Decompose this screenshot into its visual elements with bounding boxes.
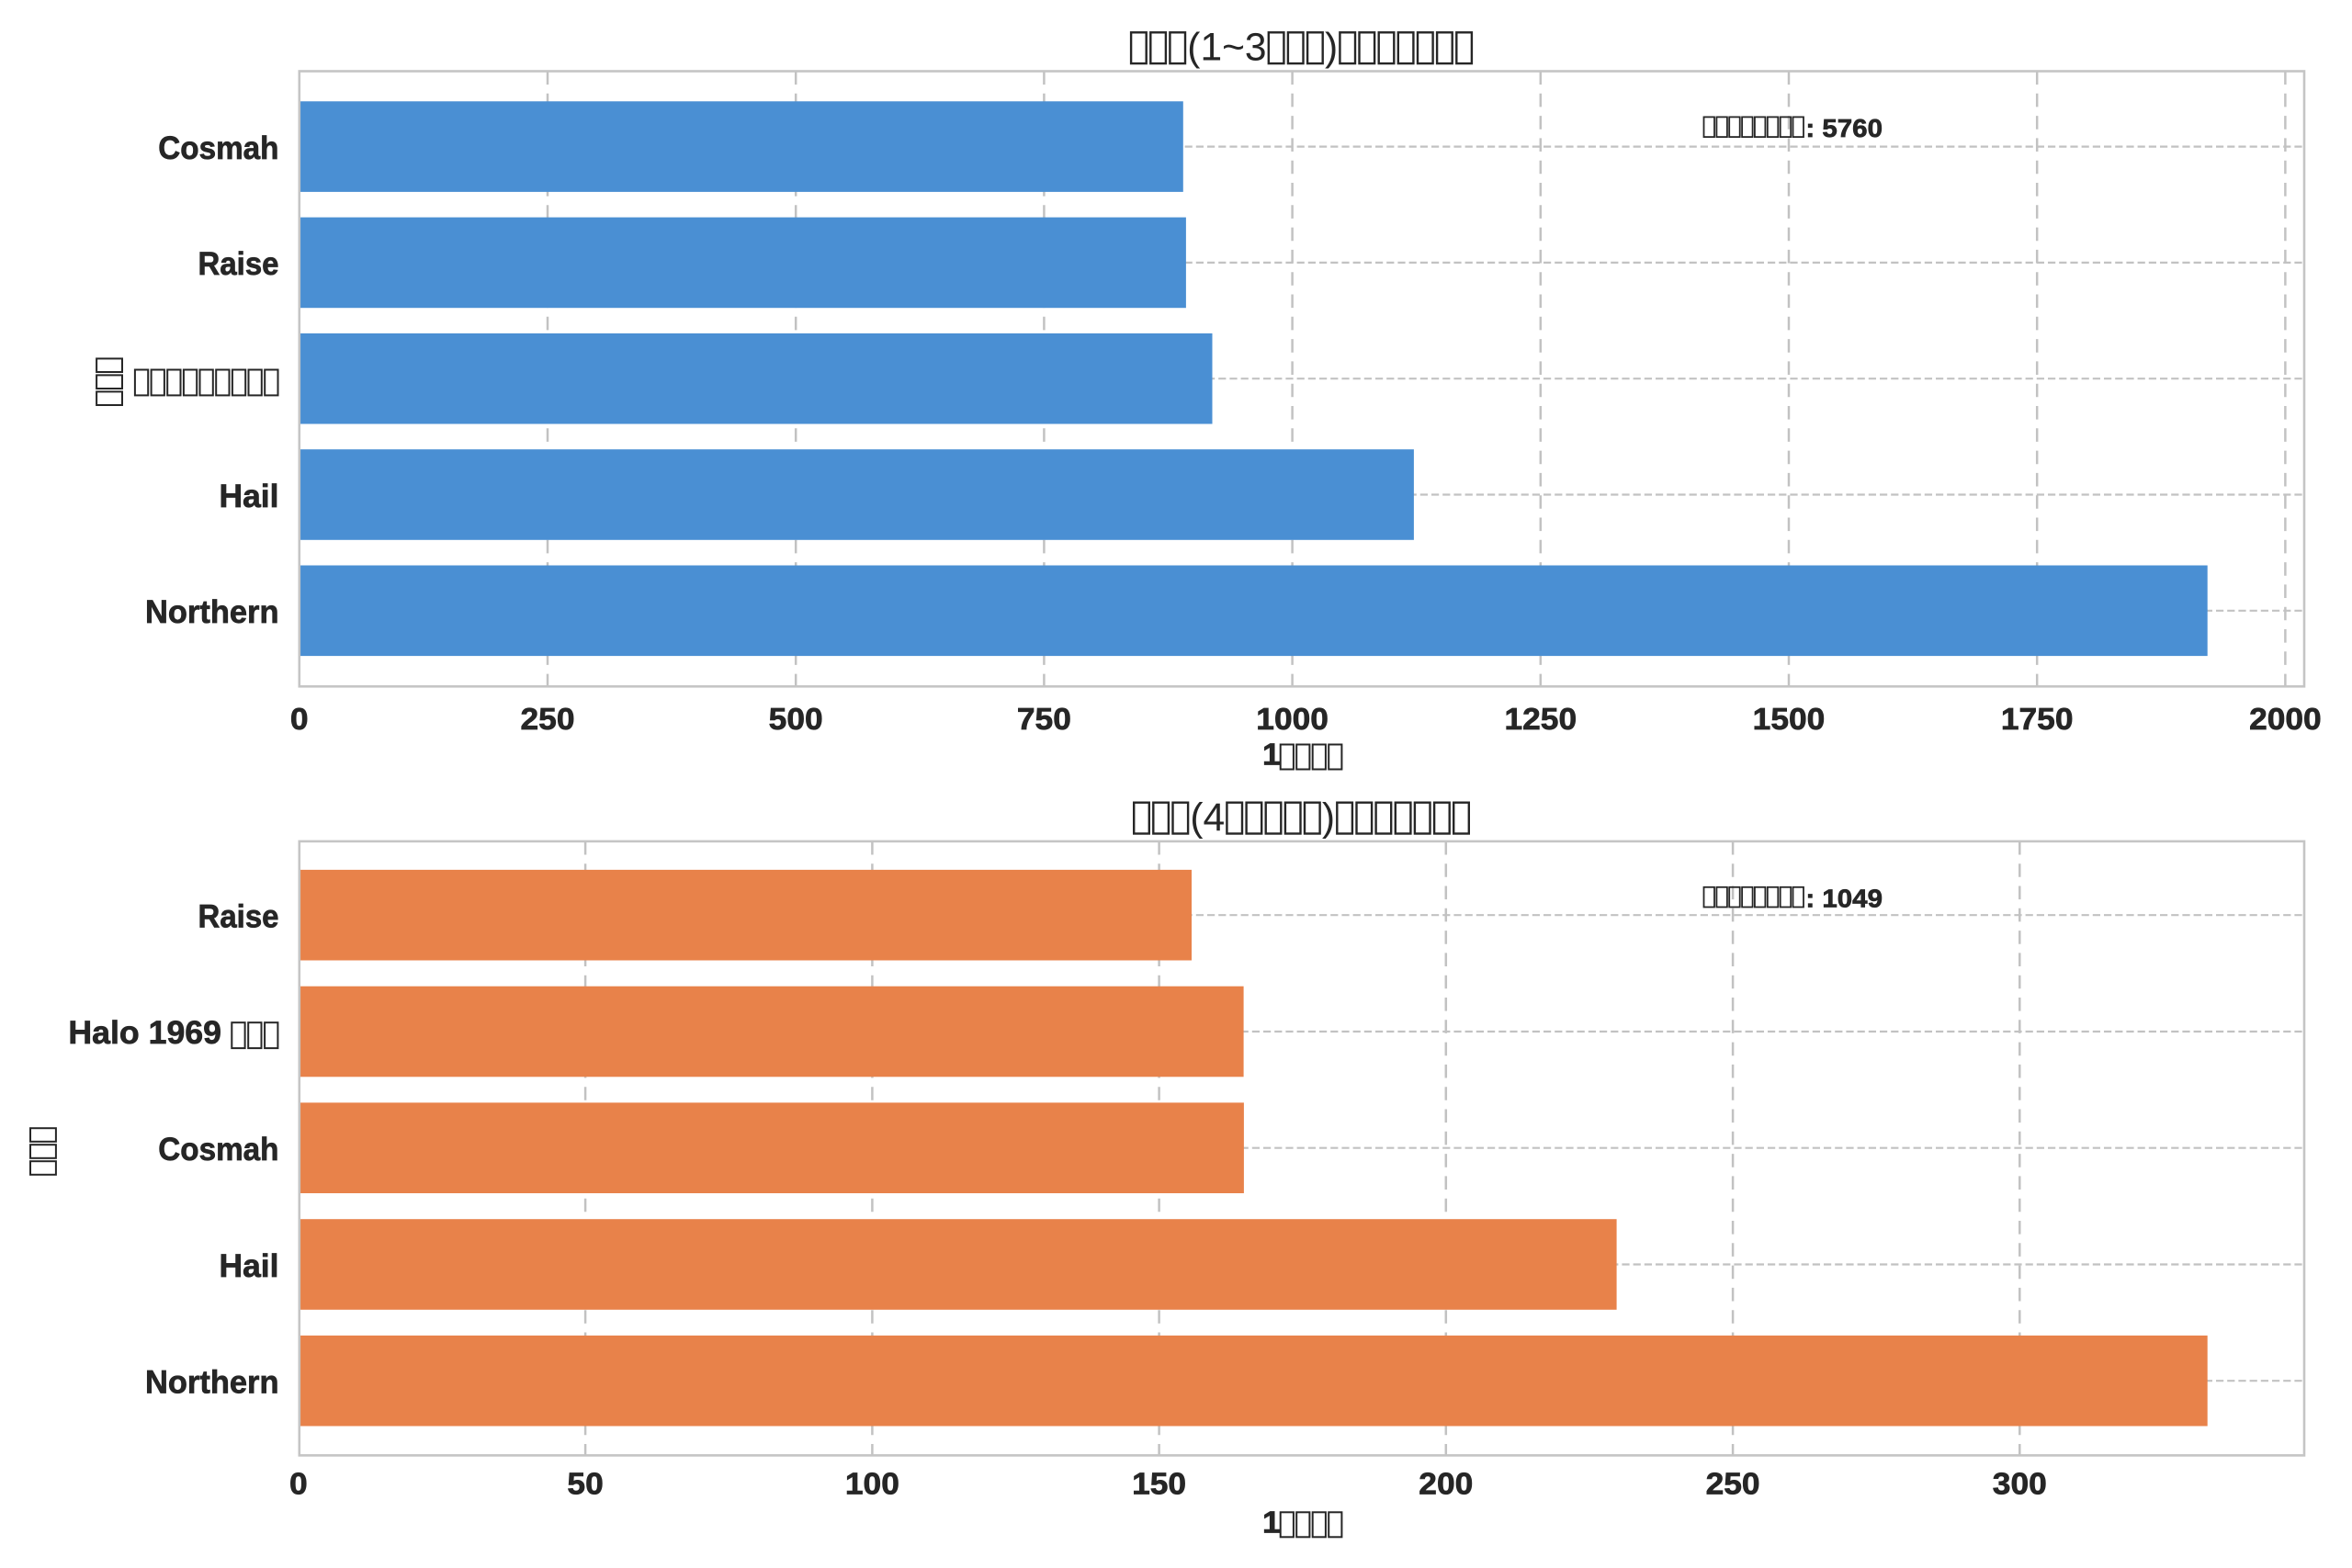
svg-text:200: 200 xyxy=(1419,1468,1473,1502)
svg-text:(4: (4 xyxy=(1190,796,1225,840)
svg-text:Hail: Hail xyxy=(220,479,279,514)
svg-text:250: 250 xyxy=(1706,1468,1760,1502)
svg-text:Northern: Northern xyxy=(145,594,279,630)
svg-text:750: 750 xyxy=(1017,703,1071,737)
svg-text:500: 500 xyxy=(769,703,823,737)
svg-text:300: 300 xyxy=(1993,1468,2047,1502)
svg-text:250: 250 xyxy=(521,703,575,737)
svg-text:1500: 1500 xyxy=(1753,703,1826,737)
svg-text:Cosmah: Cosmah xyxy=(158,130,278,166)
svg-text:1000: 1000 xyxy=(1256,703,1329,737)
svg-text:2000: 2000 xyxy=(2249,703,2322,737)
svg-text:150: 150 xyxy=(1132,1468,1186,1502)
svg-text:0: 0 xyxy=(289,1468,308,1502)
svg-text:1: 1 xyxy=(1262,739,1281,773)
svg-text:Halo 1969: Halo 1969 xyxy=(68,1015,221,1051)
svg-text:Cosmah: Cosmah xyxy=(158,1132,278,1168)
svg-text:Raise: Raise xyxy=(198,899,279,935)
svg-text:Northern: Northern xyxy=(145,1365,279,1401)
svg-text:Hail: Hail xyxy=(220,1248,279,1284)
svg-text:1750: 1750 xyxy=(2001,703,2074,737)
svg-text:Raise: Raise xyxy=(198,246,279,282)
svg-text:: 1049: : 1049 xyxy=(1805,885,1883,913)
svg-text:: 5760: : 5760 xyxy=(1805,114,1883,142)
svg-text:(1~3: (1~3 xyxy=(1187,27,1266,70)
svg-text:): ) xyxy=(1322,796,1335,840)
svg-text:0: 0 xyxy=(290,703,309,737)
svg-text:100: 100 xyxy=(845,1468,899,1502)
svg-text:1250: 1250 xyxy=(1505,703,1577,737)
svg-text:): ) xyxy=(1325,27,1338,70)
svg-text:1: 1 xyxy=(1262,1506,1281,1540)
svg-text:50: 50 xyxy=(567,1468,603,1502)
